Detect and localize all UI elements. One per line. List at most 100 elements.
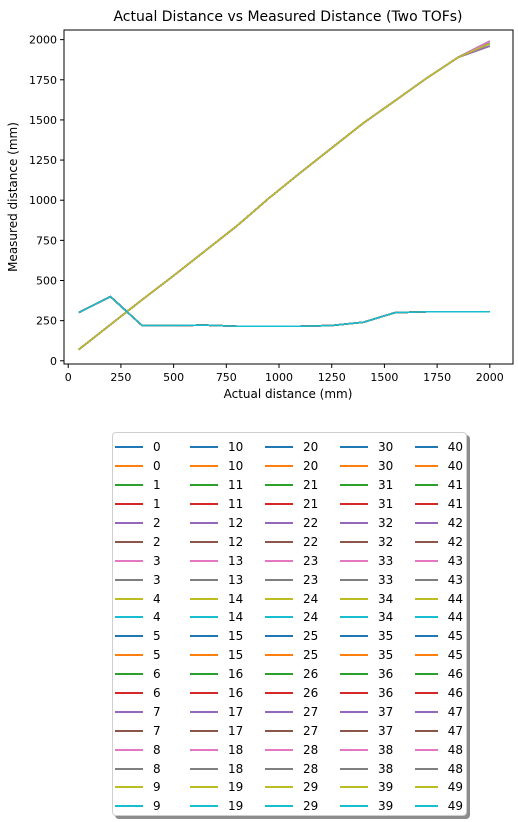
series-line-19 [78,42,491,351]
legend-label: 24 [303,591,319,606]
legend-label: 32 [378,534,394,549]
legend-swatch [265,729,293,732]
legend-entry: 46 [413,684,463,703]
legend-entry: 22 [263,532,338,551]
legend-entry: 18 [188,759,263,778]
legend-swatch [415,484,438,487]
legend-label: 13 [228,572,244,587]
legend-swatch [115,710,143,713]
legend-entry: 41 [413,495,463,514]
legend-entry: 8 [113,759,188,778]
legend-label: 45 [447,648,463,663]
legend-entry: 35 [338,646,413,665]
legend-label: 31 [378,478,394,493]
legend-entry: 44 [413,589,463,608]
legend-label: 40 [447,440,463,455]
legend-label: 2 [153,534,161,549]
legend-label: 0 [153,440,161,455]
legend-label: 23 [303,553,319,568]
series-line-47 [78,45,491,351]
legend-entry: 15 [188,627,263,646]
legend-label: 1 [153,478,161,493]
legend-entry: 45 [413,627,463,646]
legend-entry: 47 [413,702,463,721]
legend-swatch [415,692,438,695]
legend-entry: 34 [338,589,413,608]
legend-swatch [115,748,143,751]
legend-label: 29 [303,799,319,814]
legend-swatch [190,805,218,808]
legend-entry: 7 [113,721,188,740]
legend-swatch [340,559,368,562]
legend-label: 22 [303,516,319,530]
legend-label: 20 [303,440,319,455]
x-tick-label: 250 [110,371,131,384]
legend-entry: 32 [338,532,413,551]
legend-entry: 30 [338,438,413,457]
x-tick-label: 1500 [370,371,398,384]
legend-entry: 36 [338,665,413,684]
legend-label: 10 [228,459,244,474]
legend-label: 35 [378,648,394,663]
legend-swatch [340,786,368,789]
legend-entry: 25 [263,646,338,665]
series-line-49 [78,295,490,328]
legend-entry: 47 [413,721,463,740]
legend-label: 3 [153,572,161,587]
series-line-18 [78,40,491,351]
legend-label: 47 [447,704,463,719]
legend-label: 36 [378,686,394,701]
legend-entry: 11 [188,476,263,495]
series-line-11 [78,45,491,351]
series-line-1 [78,42,491,351]
legend-swatch [265,503,293,506]
legend-swatch [115,673,143,676]
series-line-22 [78,42,491,351]
legend-entry: 10 [188,457,263,476]
legend-swatch [115,805,143,808]
x-tick-label: 500 [163,371,184,384]
legend-entry: 1 [113,476,188,495]
legend-entry: 35 [338,627,413,646]
y-tick-label: 1750 [29,74,57,87]
series-line-28 [78,42,491,351]
legend-swatch [265,465,293,468]
legend-entry: 6 [113,665,188,684]
y-axis: 0 250 500 750 1000 1250 1500 1750 2000 [29,34,64,368]
legend-swatch [265,597,293,600]
series-line-6 [78,40,491,351]
legend-entry: 48 [413,759,463,778]
legend-label: 26 [303,686,319,701]
series-line-34 [78,42,491,351]
legend-swatch [190,484,218,487]
legend-entry: 20 [263,438,338,457]
series-line-24 [78,40,491,351]
legend-entry: 42 [413,532,463,551]
legend-label: 36 [378,667,394,682]
legend-label: 37 [378,704,394,719]
legend-label: 30 [378,440,394,455]
series-line-3 [78,40,491,351]
legend-label: 20 [303,459,319,474]
series-line-20 [78,45,491,351]
legend-swatch [340,616,368,619]
legend-swatch [340,540,368,543]
legend-label: 28 [303,742,319,757]
legend-label: 6 [153,686,161,701]
legend-entry: 23 [263,570,338,589]
series-line-13 [78,42,491,351]
legend-label: 29 [303,780,319,795]
legend-label: 44 [447,610,463,625]
legend-swatch [415,767,438,770]
legend-label: 18 [228,742,244,757]
legend-swatch [115,465,143,468]
legend-label: 27 [303,723,319,738]
x-axis-label: Actual distance (mm) [224,387,353,401]
legend-swatch [265,748,293,751]
legend-label: 28 [303,761,319,776]
x-tick-label: 2000 [476,371,504,384]
legend-label: 21 [303,497,319,512]
plot-area-frame [63,29,514,365]
x-tick-label: 1000 [265,371,293,384]
legend-entry: 43 [413,551,463,570]
